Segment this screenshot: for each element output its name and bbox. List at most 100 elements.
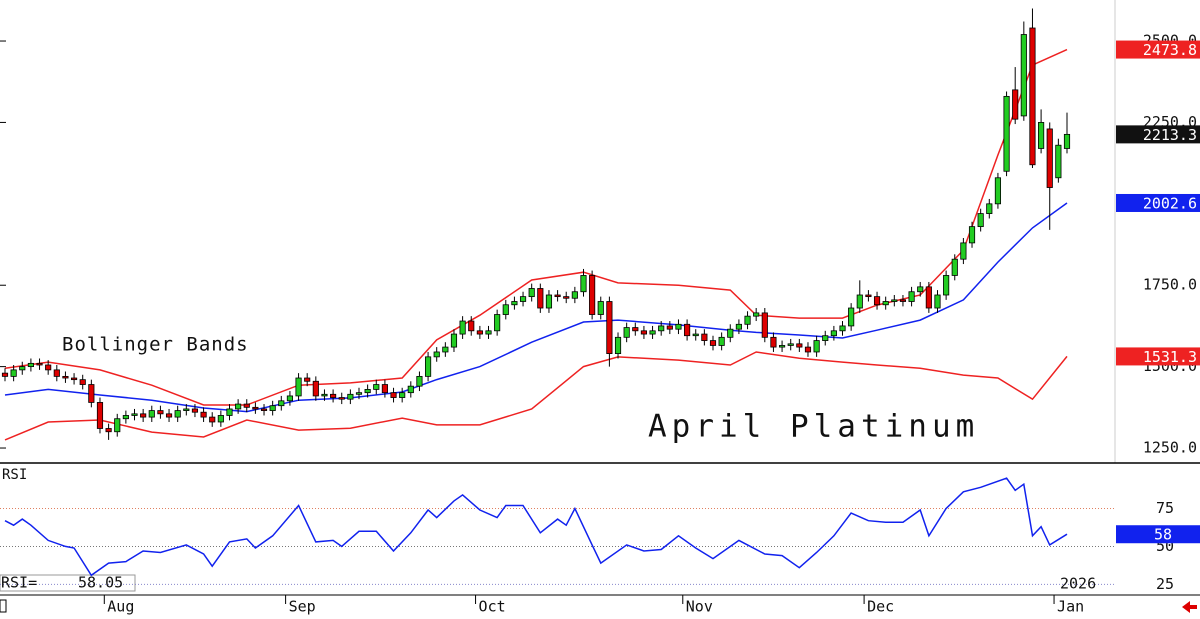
candle-body <box>614 336 622 354</box>
candle-body <box>528 288 535 298</box>
candle-body <box>53 369 60 377</box>
candle-body <box>589 275 596 315</box>
candle-body <box>10 369 17 377</box>
x-tick-label: Aug <box>107 598 134 616</box>
readout-box <box>0 574 136 592</box>
candle-body <box>545 294 553 309</box>
candle-body <box>450 333 458 348</box>
candle-body <box>226 408 233 416</box>
candle-body <box>1055 144 1062 179</box>
candle-body <box>347 393 354 400</box>
candle-body <box>390 392 397 398</box>
candle-body <box>744 315 751 325</box>
candle-body <box>62 375 69 379</box>
year-label: 2026 <box>1060 575 1096 593</box>
candle-body <box>442 346 449 353</box>
candle-body <box>330 393 337 398</box>
candle-body <box>295 377 302 397</box>
candle-body <box>140 413 147 418</box>
upper-band-last-box <box>1116 40 1200 59</box>
readout-label: RSI= <box>1 574 37 592</box>
candle-body <box>753 312 760 317</box>
rsi-last-label: 58 <box>1154 526 1172 544</box>
candle-body <box>735 323 742 330</box>
candle-body <box>1020 34 1027 117</box>
candle-body <box>718 336 725 346</box>
x-tick-label: Nov <box>686 598 713 616</box>
candle-body <box>485 330 492 335</box>
candle-body <box>433 351 440 358</box>
candle-body <box>899 299 907 302</box>
candle-body <box>606 301 613 354</box>
candle-body <box>848 307 855 327</box>
candle-body <box>597 301 604 315</box>
candle-body <box>304 377 311 382</box>
lower-band <box>4 351 1068 441</box>
candle-body <box>338 397 345 400</box>
candle-body <box>243 403 250 408</box>
candle-body <box>459 320 466 335</box>
lower-band-last-box <box>1116 347 1200 366</box>
candle-body <box>286 395 294 402</box>
candle-body <box>934 294 941 309</box>
candle-body <box>217 415 224 423</box>
candle-body <box>632 327 639 332</box>
candle-body <box>554 294 561 298</box>
candle-body <box>701 333 708 341</box>
candle-body <box>623 327 630 338</box>
candle-body <box>148 410 155 418</box>
candle-body <box>407 385 414 394</box>
middle-band-last-box <box>1116 193 1200 212</box>
candle-body <box>494 314 501 332</box>
candle-body <box>502 304 509 315</box>
y-tick-label: 25 <box>1156 575 1174 593</box>
panel-title: RSI <box>2 467 27 483</box>
candle-body <box>157 410 164 415</box>
candle-body <box>183 408 190 411</box>
readout-value: 58.05 <box>78 574 123 592</box>
candle-body <box>511 301 518 306</box>
candle-body <box>260 408 268 411</box>
candle-body <box>640 330 648 335</box>
candle-body <box>882 301 889 306</box>
candle-body <box>424 356 432 377</box>
candle-body <box>813 340 820 353</box>
candle-body <box>770 336 777 348</box>
candle-body <box>917 286 924 293</box>
close-last-box <box>1116 125 1200 144</box>
candle-body <box>822 335 829 341</box>
candle-body <box>235 403 242 410</box>
x-tick-label: Dec <box>867 598 894 616</box>
candle-body <box>355 392 363 395</box>
middle-band-last-label: 2002.6 <box>1143 194 1197 212</box>
candle-body <box>278 400 285 407</box>
candle-body <box>666 325 673 330</box>
candle-body <box>252 406 259 410</box>
scroll-box <box>0 599 7 613</box>
candle-body <box>804 346 812 353</box>
candle-body <box>563 296 570 299</box>
x-tick-label: Oct <box>479 598 506 616</box>
candle-body <box>873 296 881 306</box>
candle-body <box>312 380 319 397</box>
candle-body <box>122 415 129 420</box>
candle-body <box>986 203 993 214</box>
candle-body <box>1003 95 1010 172</box>
candle-body <box>79 379 86 385</box>
candle-body <box>269 405 276 411</box>
candle-body <box>468 320 475 332</box>
candle-body <box>684 323 691 337</box>
candle-body <box>191 408 199 413</box>
candle-body <box>88 384 95 403</box>
y-tick-label: 1750.0 <box>1143 276 1197 294</box>
candle-body <box>580 275 587 293</box>
candle-body <box>19 366 26 371</box>
x-tick-label: Jan <box>1057 598 1084 616</box>
candle-body <box>692 333 699 337</box>
candle-body <box>537 288 544 309</box>
candle-body <box>968 226 976 244</box>
close-last-label: 2213.3 <box>1143 126 1197 144</box>
candle-body <box>1063 133 1071 149</box>
candle-body <box>1046 128 1053 188</box>
